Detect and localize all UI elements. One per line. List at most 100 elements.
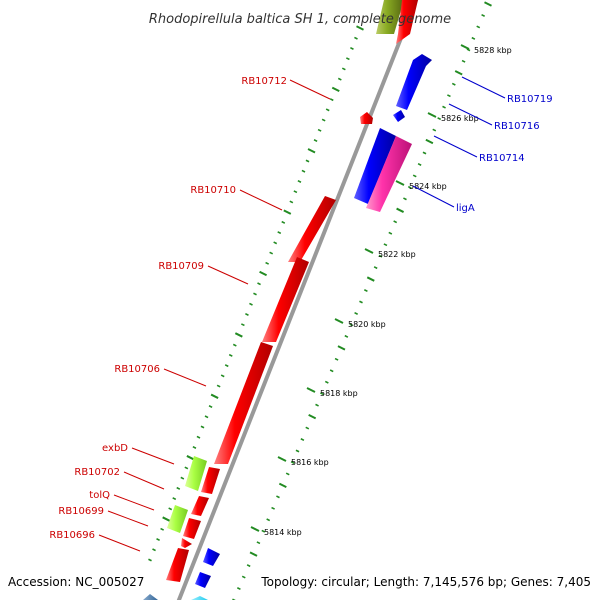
tick-mark bbox=[393, 220, 398, 224]
gene-label-tolq: tolQ bbox=[89, 490, 110, 501]
gene-label-liga: ligA bbox=[456, 203, 475, 214]
tick-mark bbox=[345, 57, 350, 61]
gene-rb10719 bbox=[396, 54, 432, 110]
gene-labels: RB10712 RB10710 RB10709 RB10706 exbD RB10702 t… bbox=[49, 76, 553, 552]
tick-mark bbox=[451, 82, 456, 86]
tick-mark bbox=[148, 558, 152, 562]
tick-mark bbox=[378, 254, 383, 258]
tick-label: 5822 kbp bbox=[378, 250, 416, 259]
gene-label-exbd: exbD bbox=[102, 443, 128, 454]
label-leader bbox=[433, 135, 478, 158]
gene-exbd bbox=[185, 456, 207, 491]
gene-red-b bbox=[191, 496, 209, 516]
tick-mark bbox=[283, 209, 292, 215]
label-leader bbox=[289, 79, 331, 100]
major-tick bbox=[364, 248, 374, 254]
tick-mark bbox=[234, 332, 243, 338]
tick-mark bbox=[417, 162, 422, 166]
major-tick bbox=[395, 180, 405, 186]
major-tick bbox=[306, 387, 316, 393]
tick-mark bbox=[192, 445, 197, 449]
tick-label: 5824 kbp bbox=[409, 182, 447, 191]
tick-mark bbox=[210, 393, 219, 399]
tick-mark bbox=[356, 25, 364, 31]
tick-mark bbox=[186, 455, 195, 461]
tick-mark bbox=[297, 179, 302, 183]
tick-mark bbox=[277, 231, 282, 235]
tick-mark bbox=[236, 587, 241, 591]
topology-text: Topology: circular; Length: 7,145,576 bp… bbox=[260, 575, 591, 589]
tick-mark bbox=[289, 200, 294, 204]
tick-mark bbox=[329, 369, 334, 373]
tick-mark bbox=[160, 527, 165, 531]
tick-mark bbox=[329, 98, 334, 102]
tick-label: 5816 kbp bbox=[291, 458, 329, 467]
tick-mark bbox=[396, 207, 405, 213]
tick-mark bbox=[308, 413, 317, 420]
gene-label-rb10706: RB10706 bbox=[114, 364, 160, 375]
tick-mark bbox=[246, 564, 251, 568]
tick-mark bbox=[290, 460, 295, 464]
major-tick bbox=[250, 526, 260, 532]
tick-mark bbox=[281, 220, 286, 224]
tick-mark bbox=[240, 323, 245, 327]
gene-rb10709 bbox=[262, 257, 309, 342]
tick-mark bbox=[349, 323, 354, 327]
tick-mark bbox=[383, 243, 388, 247]
tick-mark bbox=[481, 13, 486, 17]
gene-label-rb10699: RB10699 bbox=[58, 506, 104, 517]
major-tick bbox=[277, 456, 287, 462]
tick-mark bbox=[249, 551, 258, 557]
tick-mark bbox=[388, 231, 393, 235]
tick-mark bbox=[180, 476, 185, 480]
tick-label: 5826 kbp bbox=[441, 114, 479, 123]
major-tick bbox=[334, 318, 344, 324]
tick-mark bbox=[317, 128, 322, 132]
tick-mark bbox=[184, 466, 189, 470]
tick-mark bbox=[454, 70, 463, 76]
tick-mark bbox=[168, 507, 173, 511]
tick-mark bbox=[354, 311, 359, 315]
tick-mark bbox=[331, 86, 340, 93]
tick-mark bbox=[261, 529, 266, 533]
tick-mark bbox=[447, 94, 451, 98]
gene-label-rb10709: RB10709 bbox=[158, 261, 204, 272]
tick-mark bbox=[276, 495, 280, 499]
gene-red-c bbox=[183, 518, 201, 539]
tick-mark bbox=[266, 518, 271, 522]
gene-label-rb10712: RB10712 bbox=[241, 76, 287, 87]
tick-mark bbox=[344, 334, 349, 338]
label-leader bbox=[412, 185, 455, 208]
tick-labels: 5828 kbp 5826 kbp 5824 kbp 5822 kbp 5820 kbp… bbox=[250, 44, 512, 537]
gene-red-small bbox=[360, 112, 373, 124]
tick-mark bbox=[204, 415, 209, 419]
gene-track bbox=[143, 0, 418, 600]
label-leader bbox=[98, 534, 141, 552]
map-title: Rhodopirellula baltica SH 1, complete ge… bbox=[149, 12, 451, 27]
tick-mark bbox=[412, 174, 417, 178]
label-leader bbox=[448, 103, 493, 126]
label-leader bbox=[239, 189, 283, 211]
major-tick bbox=[427, 112, 437, 118]
gene-label-rb10714: RB10714 bbox=[479, 153, 525, 164]
tick-mark bbox=[324, 380, 329, 384]
tick-mark bbox=[220, 374, 225, 378]
gene-label-rb10716: RB10716 bbox=[494, 121, 540, 132]
tick-mark bbox=[403, 197, 407, 201]
tick-mark bbox=[307, 148, 316, 154]
tick-mark bbox=[245, 312, 249, 316]
tick-mark bbox=[366, 276, 375, 282]
tick-mark bbox=[257, 282, 261, 286]
tick-mark bbox=[337, 77, 342, 81]
gene-blue-low-a bbox=[203, 548, 220, 566]
tick-mark bbox=[224, 364, 229, 368]
label-leader bbox=[123, 471, 165, 490]
tick-mark bbox=[476, 25, 481, 29]
gene-red-top bbox=[396, 0, 418, 44]
tick-mark bbox=[172, 497, 177, 501]
gene-label-rb10710: RB10710 bbox=[190, 185, 236, 196]
genome-backbone bbox=[176, 0, 419, 600]
tick-mark bbox=[315, 403, 319, 407]
tick-mark bbox=[293, 190, 298, 194]
